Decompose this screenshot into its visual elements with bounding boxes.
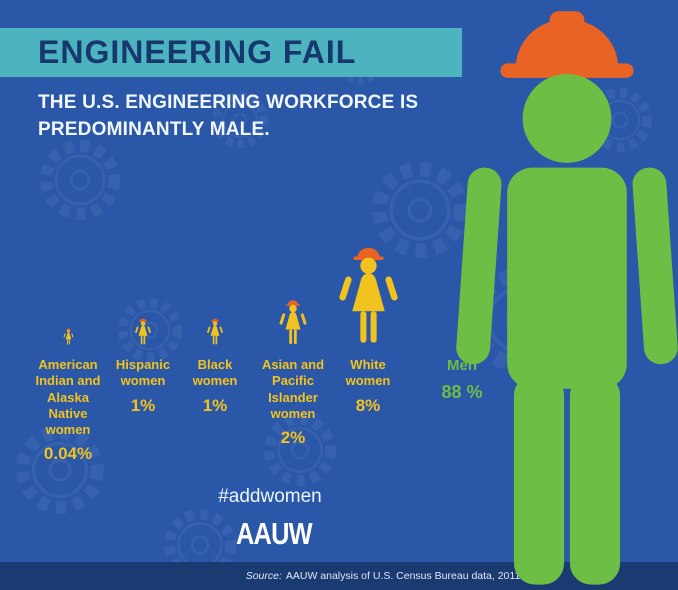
group-value: 88 % — [441, 381, 483, 402]
source-prefix: Source: — [245, 570, 282, 582]
group-value: 2% — [280, 428, 306, 447]
woman-figure-icon — [62, 328, 74, 345]
group-value: 1% — [130, 395, 156, 415]
woman-figure-icon — [338, 247, 398, 343]
woman-figure-icon — [206, 318, 224, 345]
woman-figure-icon — [279, 300, 307, 344]
group-value: 8% — [355, 395, 381, 415]
aauw-logo: AAUW — [236, 516, 313, 551]
group-label: American Indian and Alaska Native women — [35, 357, 101, 437]
group-white-women: White women 8% — [320, 225, 416, 416]
group-value: 1% — [202, 395, 228, 415]
group-black-women: Black women 1% — [173, 225, 257, 416]
subtitle-line-2: PREDOMINANTLY MALE. — [38, 118, 270, 140]
group-value: 0.04% — [43, 444, 93, 464]
man-figure-icon — [456, 11, 678, 585]
woman-figure-icon — [134, 318, 152, 345]
source-body: AAUW analysis of U.S. Census Bureau data… — [285, 570, 521, 582]
group-label: Hispanic women — [115, 357, 171, 389]
subtitle: THE U.S. ENGINEERING WORKFORCE IS PREDOM… — [38, 90, 418, 143]
group-american-indian-alaska-native: American Indian and Alaska Native women … — [20, 225, 116, 464]
source-bar: Source: AAUW analysis of U.S. Census Bure… — [0, 562, 678, 590]
group-label: Black women — [192, 357, 238, 389]
source-text: Source: AAUW analysis of U.S. Census Bure… — [246, 570, 521, 582]
group-label: Asian and Pacific Islander women — [261, 357, 325, 421]
hard-hat-icon — [500, 11, 634, 78]
group-hispanic-women: Hispanic women 1% — [101, 225, 185, 416]
page-title: ENGINEERING FAIL — [38, 34, 357, 70]
title-banner: ENGINEERING FAIL — [0, 28, 462, 77]
subtitle-line-1: THE U.S. ENGINEERING WORKFORCE IS — [38, 92, 419, 113]
group-asian-pacific-islander-women: Asian and Pacific Islander women 2% — [248, 225, 338, 448]
hashtag: #addwomen — [218, 486, 322, 507]
group-label: White women — [345, 357, 391, 389]
